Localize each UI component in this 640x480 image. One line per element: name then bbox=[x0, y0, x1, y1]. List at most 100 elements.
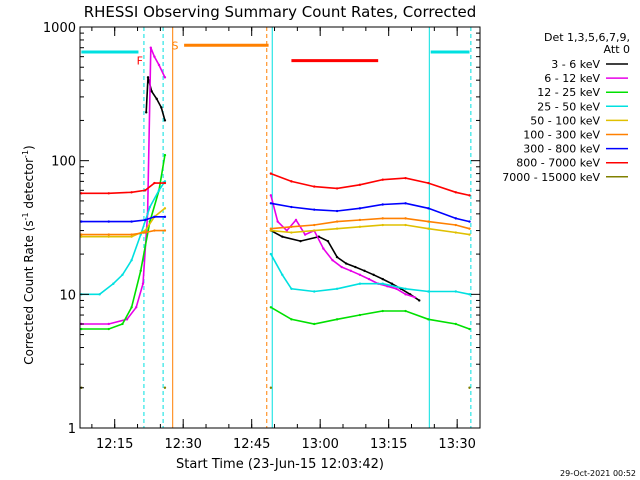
series-6 bbox=[80, 202, 471, 223]
series-7-point-1-7 bbox=[427, 181, 430, 185]
series-7 bbox=[80, 172, 471, 197]
y-tick-label-3: 1000 bbox=[43, 21, 76, 36]
series-1-point-1-7 bbox=[331, 259, 334, 262]
series-6-point-1-1 bbox=[290, 205, 293, 209]
series-2-point-1-4 bbox=[358, 313, 362, 317]
series-0-point-1-8 bbox=[363, 269, 366, 272]
series-6-point-1-5 bbox=[381, 203, 384, 206]
series-7-point-1-6 bbox=[404, 176, 407, 180]
series-4-point-1-4 bbox=[358, 225, 362, 229]
series-0-point-1-6 bbox=[345, 262, 348, 265]
series-5-point-0-3 bbox=[144, 231, 147, 234]
axes: 12:15 12:30 12:45 13:00 13:15 13:30 1 10 100 1000 bbox=[43, 21, 481, 452]
series-0-point-0-4 bbox=[160, 106, 163, 109]
x-tick-label-3: 13:00 bbox=[301, 437, 338, 452]
series-6-point-0-2 bbox=[130, 220, 133, 223]
series-3-point-1-8 bbox=[427, 290, 430, 293]
series-4-point-0-1 bbox=[107, 235, 110, 238]
series-6-point-0-1 bbox=[107, 220, 110, 223]
series-3-point-0-8 bbox=[163, 180, 167, 183]
series-1-point-0-7 bbox=[153, 55, 156, 58]
series-4-point-1-8 bbox=[454, 231, 457, 234]
series-1-point-1-6 bbox=[322, 247, 325, 250]
series-4-point-1-1 bbox=[290, 231, 293, 234]
series-4-point-1-2 bbox=[313, 229, 316, 232]
series-5-point-0-5 bbox=[163, 229, 167, 232]
series-3-point-0-1 bbox=[98, 293, 101, 296]
series-7-point-0-2 bbox=[130, 191, 133, 194]
series-4-point-0-2 bbox=[130, 235, 133, 238]
series-2-point-1-0 bbox=[269, 306, 273, 309]
series-0-point-1-9 bbox=[372, 273, 375, 277]
series-3-point-1-9 bbox=[454, 290, 457, 293]
series-5-point-1-1 bbox=[290, 225, 293, 229]
series-5-point-1-3 bbox=[335, 220, 339, 223]
series-7-point-0-4 bbox=[153, 181, 156, 185]
series-2-point-1-5 bbox=[381, 309, 384, 313]
series-1-point-1-8 bbox=[340, 265, 343, 269]
series-4-point-1-7 bbox=[427, 227, 430, 230]
series-0-point-0-0 bbox=[145, 111, 148, 114]
series-1-point-1-14 bbox=[395, 287, 398, 291]
series-2-point-0-4 bbox=[139, 269, 142, 272]
series-6-point-0-4 bbox=[153, 215, 156, 219]
legend-label-3: 25 - 50 keV bbox=[537, 100, 600, 113]
series-3-point-1-0 bbox=[269, 252, 273, 256]
series-7-point-0-5 bbox=[163, 181, 167, 185]
series-0-point-1-5 bbox=[335, 255, 339, 259]
legend-label-5: 100 - 300 keV bbox=[523, 129, 600, 142]
series-6-point-0-0 bbox=[80, 220, 83, 223]
chart-title: RHESSI Observing Summary Count Rates, Co… bbox=[84, 3, 477, 21]
series-2-line-0 bbox=[81, 154, 166, 330]
series-0-point-1-10 bbox=[381, 277, 384, 281]
series-1-point-1-3 bbox=[294, 218, 298, 222]
series-4-point-0-5 bbox=[163, 207, 167, 210]
series-0-point-0-2 bbox=[150, 90, 153, 93]
y-tick-label-0: 1 bbox=[68, 422, 76, 437]
series-1-point-0-4 bbox=[141, 282, 145, 285]
series-2-point-1-2 bbox=[313, 322, 316, 326]
legend-label-8: 7000 - 15000 keV bbox=[502, 171, 600, 184]
series-6-point-1-6 bbox=[404, 202, 407, 205]
legend-label-4: 50 - 100 keV bbox=[530, 114, 600, 127]
series-1-point-0-1 bbox=[107, 322, 110, 326]
series-6-point-1-0 bbox=[269, 202, 273, 205]
series-0-point-1-14 bbox=[418, 299, 421, 302]
annotation-1: S bbox=[171, 39, 178, 52]
series-2-point-1-6 bbox=[404, 309, 407, 313]
series-7-point-1-0 bbox=[269, 172, 273, 175]
legend-label-7: 800 - 7000 keV bbox=[516, 157, 600, 170]
series-6-point-1-7 bbox=[427, 207, 430, 210]
series-3-point-0-7 bbox=[157, 189, 161, 192]
series-7-point-1-9 bbox=[468, 194, 471, 197]
series-1-point-1-4 bbox=[303, 233, 307, 236]
series-5-line-0 bbox=[81, 229, 165, 236]
series-0-line-0 bbox=[145, 77, 166, 121]
legend-label-1: 6 - 12 keV bbox=[544, 72, 600, 85]
series-2-point-0-7 bbox=[163, 153, 167, 157]
series-1-point-1-2 bbox=[285, 229, 289, 232]
series-3-point-1-1 bbox=[281, 273, 284, 277]
series-4-point-1-0 bbox=[269, 229, 273, 232]
series-2-point-1-8 bbox=[454, 322, 457, 326]
series-6-point-1-4 bbox=[358, 207, 362, 210]
series-4-point-0-3 bbox=[144, 229, 147, 232]
series-1-point-1-9 bbox=[349, 269, 352, 272]
series-6-point-1-8 bbox=[454, 217, 457, 220]
series-1-point-0-3 bbox=[134, 306, 138, 309]
series-2-point-1-1 bbox=[290, 318, 293, 321]
x-tick-label-1: 12:30 bbox=[164, 437, 201, 452]
legend-label-0: 3 - 6 keV bbox=[551, 58, 600, 71]
series-0-point-0-1 bbox=[146, 76, 150, 79]
series-3-point-1-3 bbox=[313, 290, 316, 293]
series-5-point-1-0 bbox=[269, 227, 273, 230]
y-tick-label-1: 10 bbox=[59, 288, 76, 303]
series-5-line-1 bbox=[270, 217, 470, 230]
series-1-point-0-8 bbox=[157, 63, 161, 67]
x-tick-label-2: 12:45 bbox=[233, 437, 270, 452]
series-6-point-0-3 bbox=[144, 218, 147, 222]
series-6-point-1-2 bbox=[313, 208, 316, 211]
x-tick-label-5: 13:30 bbox=[438, 437, 475, 452]
series-3-point-1-4 bbox=[335, 287, 339, 291]
